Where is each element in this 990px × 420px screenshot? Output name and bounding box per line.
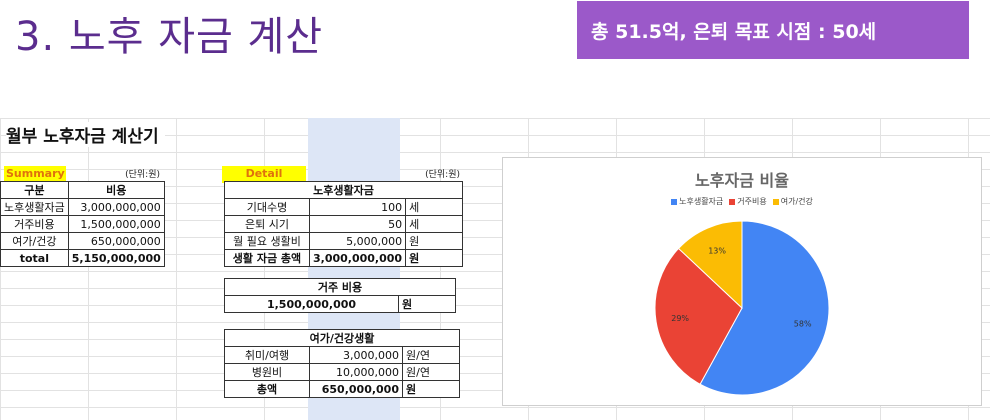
table-header: 노후생활자금 [223, 181, 464, 199]
table-cell[interactable]: 3,000,000 [309, 346, 403, 364]
legend-item: 거주비용 [729, 196, 767, 207]
summary-badge: 총 51.5억, 은퇴 목표 시점 : 50세 [577, 1, 969, 59]
table-cell[interactable]: 여가/건강 [0, 232, 69, 250]
table-cell[interactable]: 5,150,000,000 [67, 249, 165, 267]
table-header: 구분 [0, 181, 69, 199]
table-header: 거주 비용 [224, 278, 456, 296]
slice-label: 13% [708, 247, 726, 256]
chart-title: 노후자금 비율 [695, 171, 789, 190]
table-row: 구분 비용 [0, 181, 165, 199]
table-row: 기대수명 100 세 [224, 198, 464, 216]
legend-label: 여가/건강 [780, 197, 813, 206]
table-cell[interactable]: 원 [402, 380, 460, 398]
summary-table: 구분 비용 노후생활자금 3,000,000,000 거주비용 1,500,00… [0, 181, 165, 267]
pie-slice[interactable] [654, 247, 743, 385]
table-cell[interactable]: 노후생활자금 [0, 198, 69, 216]
table-row: 여가/건강 650,000,000 [0, 232, 165, 250]
sheet-title: 월부 노후자금 계산기 [6, 122, 165, 147]
table-cell[interactable]: 100 [308, 198, 407, 216]
table-header: 비용 [67, 181, 165, 199]
living-cost-table: 노후생활자금 기대수명 100 세 은퇴 시기 50 세 월 필요 생활비 5,… [223, 181, 464, 267]
pie-plot: 58% 29% 13% [654, 220, 830, 396]
slice-label: 58% [794, 320, 812, 329]
table-cell[interactable]: 3,000,000,000 [67, 198, 165, 216]
table-row: 거주비용 1,500,000,000 [0, 215, 165, 233]
table-row: 월 필요 생활비 5,000,000 원 [224, 232, 464, 250]
table-cell[interactable]: 총액 [224, 380, 310, 398]
table-cell[interactable]: 세 [405, 215, 464, 233]
table-row: total 5,150,000,000 [0, 249, 165, 267]
table-cell[interactable]: 650,000,000 [309, 380, 403, 398]
table-cell[interactable]: 3,000,000,000 [308, 249, 407, 267]
table-cell[interactable]: 은퇴 시기 [224, 215, 310, 233]
detail-unit: (단위:원) [425, 170, 460, 180]
table-cell[interactable]: 5,000,000 [308, 232, 407, 250]
housing-cost-table: 거주 비용 1,500,000,000 원 [224, 278, 456, 313]
table-row: 1,500,000,000 원 [224, 295, 456, 313]
table-cell[interactable]: total [0, 249, 69, 267]
pie-slice[interactable] [677, 220, 743, 310]
table-cell[interactable]: 원 [405, 232, 464, 250]
pie-chart[interactable]: 노후자금 비율 노후생활자금 거주비용 여가/건강 58% 29% 13% [502, 157, 982, 406]
legend-label: 거주비용 [737, 197, 767, 206]
table-cell[interactable]: 650,000,000 [67, 232, 165, 250]
table-row: 취미/여행 3,000,000 원/연 [224, 346, 460, 364]
table-row: 노후생활자금 3,000,000,000 [0, 198, 165, 216]
table-row: 은퇴 시기 50 세 [224, 215, 464, 233]
legend-swatch [772, 198, 779, 205]
table-row: 병원비 10,000,000 원/연 [224, 363, 460, 381]
table-cell[interactable]: 원 [398, 295, 456, 313]
table-cell[interactable]: 10,000,000 [309, 363, 403, 381]
table-cell[interactable]: 원 [405, 249, 464, 267]
legend-swatch [671, 198, 678, 205]
table-cell[interactable]: 세 [405, 198, 464, 216]
legend-label: 노후생활자금 [679, 197, 724, 206]
leisure-cost-table: 여가/건강생활 취미/여행 3,000,000 원/연 병원비 10,000,0… [224, 329, 460, 398]
table-row: 총액 650,000,000 원 [224, 380, 460, 398]
table-cell[interactable]: 생활 자금 총액 [224, 249, 310, 267]
detail-label: Detail [222, 166, 306, 183]
legend-swatch [729, 198, 736, 205]
summary-unit: (단위:원) [125, 170, 160, 180]
slice-label: 29% [671, 314, 689, 323]
table-header: 여가/건강생활 [224, 329, 460, 347]
slide-title: 3. 노후 자금 계산 [15, 14, 324, 60]
table-cell[interactable]: 50 [308, 215, 407, 233]
table-cell[interactable]: 원/연 [402, 346, 460, 364]
table-row: 거주 비용 [224, 278, 456, 296]
chart-legend: 노후생활자금 거주비용 여가/건강 [503, 196, 981, 207]
legend-item: 노후생활자금 [671, 196, 723, 207]
table-row: 생활 자금 총액 3,000,000,000 원 [224, 249, 464, 267]
table-cell[interactable]: 1,500,000,000 [224, 295, 399, 313]
table-cell[interactable]: 취미/여행 [224, 346, 310, 364]
table-cell[interactable]: 월 필요 생활비 [224, 232, 310, 250]
table-cell[interactable]: 기대수명 [224, 198, 310, 216]
summary-label: Summary [4, 166, 66, 183]
pie-slice[interactable] [699, 220, 830, 396]
table-cell[interactable]: 거주비용 [0, 215, 69, 233]
table-row: 여가/건강생활 [224, 329, 460, 347]
table-cell[interactable]: 병원비 [224, 363, 310, 381]
table-cell[interactable]: 원/연 [402, 363, 460, 381]
legend-item: 여가/건강 [772, 196, 813, 207]
table-row: 노후생활자금 [223, 181, 464, 199]
table-cell[interactable]: 1,500,000,000 [67, 215, 165, 233]
